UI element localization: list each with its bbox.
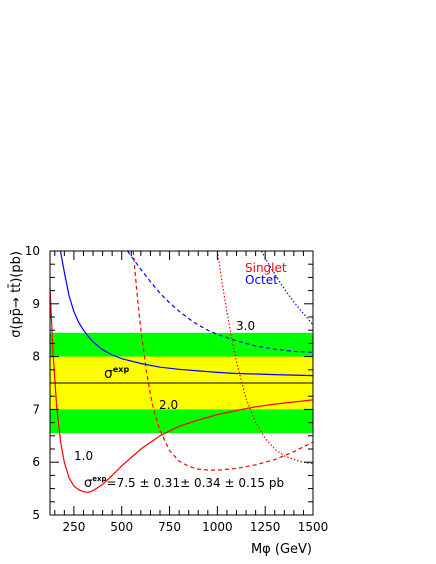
curve-label-1.0: 1.0 (74, 449, 93, 463)
singlet-solid-curve (50, 287, 313, 493)
y-tick-label: 6 (32, 455, 40, 469)
singlet-dashed-curve (132, 251, 313, 471)
theory-curves (50, 251, 313, 493)
y-tick-label: 10 (25, 244, 40, 258)
curve-label-2.0: 2.0 (159, 398, 178, 412)
y-tick-label: 7 (32, 402, 40, 416)
sigma-exp-label: σexp (104, 365, 129, 382)
octet-dashed-curve (127, 251, 313, 353)
x-tick-label: 250 (62, 520, 85, 534)
x-axis-label: Mφ (GeV) (251, 542, 312, 557)
octet-solid-curve (59, 251, 313, 377)
measurement-sigma: σ (84, 476, 92, 491)
x-tick-label: 1250 (250, 520, 281, 534)
annotations: Mφ (GeV)σ(pp̄→ tt̄)(pb) SingletOctetσexp1… (9, 251, 312, 557)
singlet-dotted-curve (216, 251, 313, 465)
y-axis-label: σ(pp̄→ tt̄)(pb) (9, 251, 24, 338)
axis-ticks: 250 500 750 1000 1250 1500 5 6 7 8 9 10 (25, 244, 329, 534)
sigma-superscript: exp (113, 365, 130, 374)
x-tick-label: 1000 (202, 520, 233, 534)
measurement-value: =7.5 ± 0.31± 0.34 ± 0.15 pb (107, 476, 285, 490)
curve-label-3.0: 3.0 (236, 319, 255, 333)
legend-singlet: Singlet (245, 261, 287, 275)
sigma-symbol: σ (104, 366, 113, 382)
x-tick-label: 750 (158, 520, 181, 534)
legend-octet: Octet (245, 273, 278, 287)
x-tick-label: 500 (110, 520, 133, 534)
octet-dotted-curve (260, 251, 313, 326)
measurement-superscript: exp (92, 475, 106, 483)
y-tick-label: 5 (32, 508, 40, 522)
y-tick-label: 9 (32, 297, 40, 311)
y-tick-label: 8 (32, 350, 40, 364)
measurement-text: σexp=7.5 ± 0.31± 0.34 ± 0.15 pb (84, 475, 284, 491)
x-tick-label: 1500 (298, 520, 329, 534)
